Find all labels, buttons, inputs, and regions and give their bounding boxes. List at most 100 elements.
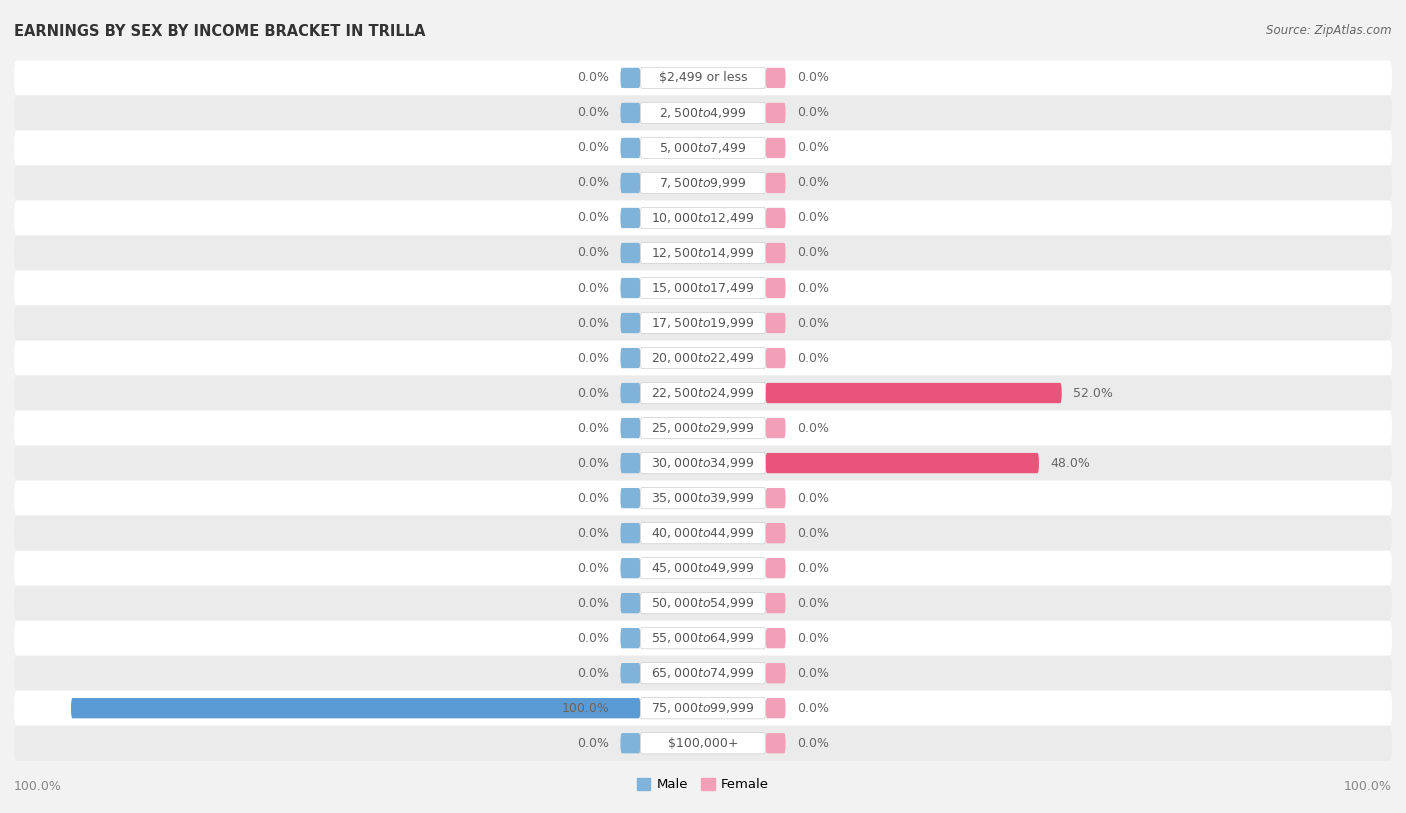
Text: 0.0%: 0.0%	[576, 176, 609, 189]
FancyBboxPatch shape	[620, 348, 640, 368]
FancyBboxPatch shape	[766, 383, 1062, 403]
FancyBboxPatch shape	[766, 733, 786, 754]
Text: 0.0%: 0.0%	[797, 246, 830, 259]
Text: 100.0%: 100.0%	[561, 702, 609, 715]
Legend: Male, Female: Male, Female	[631, 772, 775, 797]
FancyBboxPatch shape	[620, 208, 640, 228]
Text: 0.0%: 0.0%	[797, 422, 830, 435]
Text: 0.0%: 0.0%	[797, 527, 830, 540]
Text: $100,000+: $100,000+	[668, 737, 738, 750]
FancyBboxPatch shape	[14, 341, 1392, 376]
Text: EARNINGS BY SEX BY INCOME BRACKET IN TRILLA: EARNINGS BY SEX BY INCOME BRACKET IN TRI…	[14, 24, 426, 39]
Text: 0.0%: 0.0%	[576, 246, 609, 259]
Text: 0.0%: 0.0%	[576, 72, 609, 85]
Text: $65,000 to $74,999: $65,000 to $74,999	[651, 666, 755, 680]
Text: 0.0%: 0.0%	[576, 386, 609, 399]
Text: 0.0%: 0.0%	[797, 176, 830, 189]
Text: 0.0%: 0.0%	[576, 667, 609, 680]
FancyBboxPatch shape	[640, 733, 766, 754]
Text: 0.0%: 0.0%	[797, 211, 830, 224]
FancyBboxPatch shape	[14, 60, 1392, 95]
Text: 0.0%: 0.0%	[576, 281, 609, 294]
FancyBboxPatch shape	[620, 137, 640, 158]
FancyBboxPatch shape	[640, 242, 766, 263]
FancyBboxPatch shape	[620, 488, 640, 508]
FancyBboxPatch shape	[14, 95, 1392, 130]
FancyBboxPatch shape	[766, 313, 786, 333]
Text: $20,000 to $22,499: $20,000 to $22,499	[651, 351, 755, 365]
FancyBboxPatch shape	[640, 382, 766, 404]
Text: 0.0%: 0.0%	[797, 597, 830, 610]
FancyBboxPatch shape	[640, 67, 766, 89]
FancyBboxPatch shape	[766, 102, 786, 123]
FancyBboxPatch shape	[14, 271, 1392, 306]
FancyBboxPatch shape	[766, 208, 786, 228]
Text: 0.0%: 0.0%	[797, 72, 830, 85]
Text: 0.0%: 0.0%	[576, 492, 609, 505]
Text: $30,000 to $34,999: $30,000 to $34,999	[651, 456, 755, 470]
Text: 0.0%: 0.0%	[797, 632, 830, 645]
FancyBboxPatch shape	[70, 698, 640, 719]
FancyBboxPatch shape	[766, 173, 786, 193]
Text: 100.0%: 100.0%	[1344, 780, 1392, 793]
FancyBboxPatch shape	[640, 102, 766, 124]
FancyBboxPatch shape	[766, 67, 786, 88]
Text: 0.0%: 0.0%	[797, 141, 830, 154]
FancyBboxPatch shape	[640, 698, 766, 719]
FancyBboxPatch shape	[14, 691, 1392, 726]
FancyBboxPatch shape	[14, 480, 1392, 515]
FancyBboxPatch shape	[620, 313, 640, 333]
FancyBboxPatch shape	[766, 348, 786, 368]
FancyBboxPatch shape	[620, 383, 640, 403]
FancyBboxPatch shape	[620, 278, 640, 298]
FancyBboxPatch shape	[14, 201, 1392, 236]
FancyBboxPatch shape	[14, 376, 1392, 411]
Text: $40,000 to $44,999: $40,000 to $44,999	[651, 526, 755, 540]
Text: $50,000 to $54,999: $50,000 to $54,999	[651, 596, 755, 610]
FancyBboxPatch shape	[640, 277, 766, 298]
FancyBboxPatch shape	[620, 102, 640, 123]
Text: $35,000 to $39,999: $35,000 to $39,999	[651, 491, 755, 505]
Text: 0.0%: 0.0%	[576, 351, 609, 364]
Text: 0.0%: 0.0%	[576, 527, 609, 540]
FancyBboxPatch shape	[620, 628, 640, 648]
Text: 0.0%: 0.0%	[797, 351, 830, 364]
Text: $2,499 or less: $2,499 or less	[659, 72, 747, 85]
FancyBboxPatch shape	[14, 411, 1392, 446]
FancyBboxPatch shape	[640, 312, 766, 333]
FancyBboxPatch shape	[766, 453, 1039, 473]
Text: 0.0%: 0.0%	[576, 737, 609, 750]
Text: 0.0%: 0.0%	[797, 281, 830, 294]
Text: 0.0%: 0.0%	[576, 211, 609, 224]
FancyBboxPatch shape	[640, 347, 766, 369]
FancyBboxPatch shape	[766, 243, 786, 263]
FancyBboxPatch shape	[640, 172, 766, 193]
Text: 0.0%: 0.0%	[797, 492, 830, 505]
Text: 0.0%: 0.0%	[797, 562, 830, 575]
Text: 0.0%: 0.0%	[797, 702, 830, 715]
FancyBboxPatch shape	[620, 243, 640, 263]
Text: 100.0%: 100.0%	[14, 780, 62, 793]
FancyBboxPatch shape	[14, 655, 1392, 691]
FancyBboxPatch shape	[766, 558, 786, 578]
FancyBboxPatch shape	[640, 558, 766, 579]
FancyBboxPatch shape	[14, 236, 1392, 271]
Text: 0.0%: 0.0%	[797, 107, 830, 120]
Text: 0.0%: 0.0%	[576, 141, 609, 154]
FancyBboxPatch shape	[640, 628, 766, 649]
FancyBboxPatch shape	[640, 488, 766, 509]
Text: $12,500 to $14,999: $12,500 to $14,999	[651, 246, 755, 260]
FancyBboxPatch shape	[14, 726, 1392, 761]
FancyBboxPatch shape	[14, 130, 1392, 166]
Text: $22,500 to $24,999: $22,500 to $24,999	[651, 386, 755, 400]
FancyBboxPatch shape	[766, 593, 786, 613]
FancyBboxPatch shape	[766, 523, 786, 543]
Text: 52.0%: 52.0%	[1073, 386, 1114, 399]
FancyBboxPatch shape	[14, 446, 1392, 480]
FancyBboxPatch shape	[766, 418, 786, 438]
FancyBboxPatch shape	[766, 628, 786, 648]
FancyBboxPatch shape	[14, 585, 1392, 620]
Text: $17,500 to $19,999: $17,500 to $19,999	[651, 316, 755, 330]
FancyBboxPatch shape	[14, 550, 1392, 585]
Text: 48.0%: 48.0%	[1050, 457, 1090, 470]
